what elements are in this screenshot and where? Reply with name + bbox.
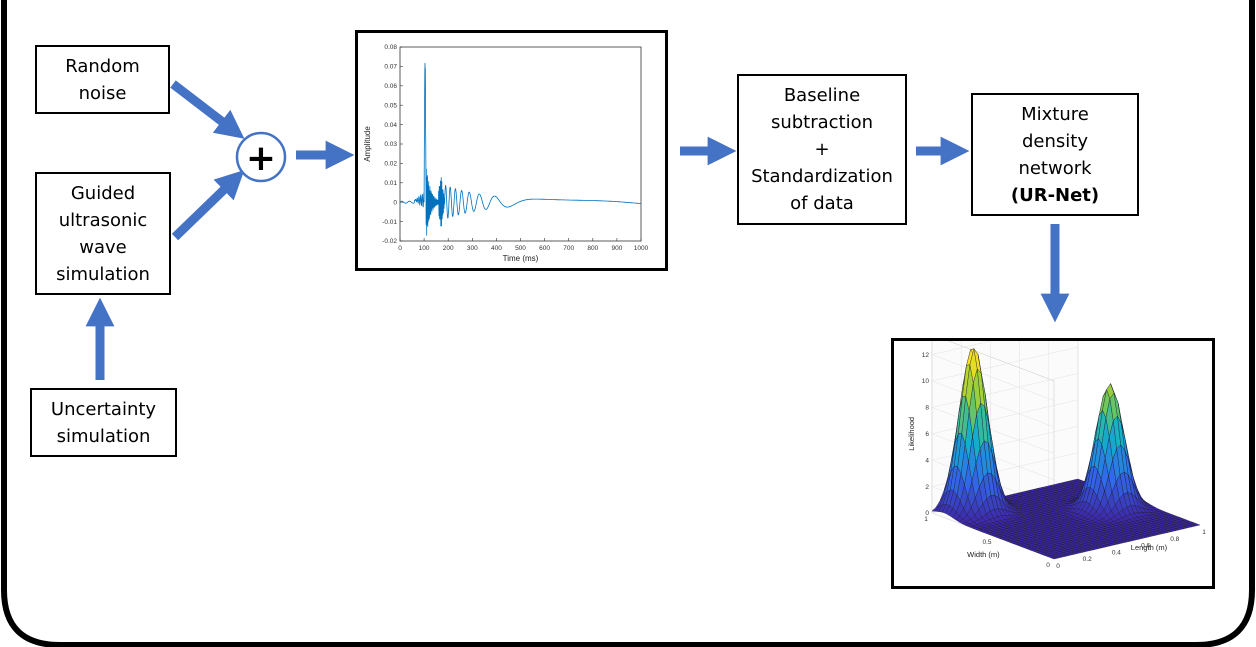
surface-xtick-label: 0 (1056, 563, 1060, 570)
signal-ytick-label: 0.03 (384, 141, 397, 148)
surface-grid-line (931, 399, 1079, 481)
surface-plot-frame: 0 0.2 0.4 0.6 0.8 1 0 0.5 1 0 2 4 6 8 10 12 Length (m) Wi… (891, 338, 1215, 589)
signal-xlabel: Time (ms) (503, 254, 539, 263)
signal-xtick-label: 600 (539, 245, 550, 252)
surface-mesh (931, 348, 1201, 560)
guided-wave-line-1: Guided (70, 182, 136, 204)
surface-ztick-label: 8 (925, 405, 929, 412)
arrow-wave-to-sum (171, 169, 245, 241)
signal-xtick-label: 300 (467, 245, 478, 252)
surface-grid-line (931, 341, 1055, 401)
surface-xtick-label: 0.4 (1112, 549, 1121, 556)
surface-ztick-label: 2 (925, 484, 929, 491)
preprocess-line-4: Standardization (751, 166, 893, 187)
signal-ytick-label: 0.06 (384, 83, 397, 90)
signal-ytick-label: -0.02 (382, 238, 397, 245)
surface-xtick-label: 0.2 (1083, 556, 1092, 563)
signal-xtick-label: 0 (398, 245, 402, 252)
arrow-noise-to-sum (170, 80, 245, 139)
guided-wave-box: Guided ultrasonic wave simulation (35, 172, 171, 295)
preprocess-line-2: subtraction (770, 112, 874, 133)
surface-xtick-label: 0.6 (1141, 543, 1150, 550)
uncertainty-box: Uncertainty simulation (30, 388, 177, 457)
surface-zlabel: Likelihood (907, 417, 916, 451)
sum-symbol: + (246, 138, 276, 179)
signal-xtick-label: 700 (563, 245, 574, 252)
surface-grid-line (931, 425, 1079, 507)
surface-ztick-label: 4 (925, 457, 929, 464)
preprocess-line-3: + (814, 139, 830, 160)
preprocess-line-1: Baseline (783, 85, 861, 106)
surface-grid-line (931, 373, 1079, 454)
surface-ytick-label: 0.5 (982, 539, 991, 546)
preprocess-line-5: of data (790, 193, 854, 214)
signal-xtick-label: 400 (491, 245, 502, 252)
signal-xtick-label: 500 (515, 245, 526, 252)
surface-ylabel: Width (m) (967, 550, 1000, 559)
signal-xtick-label: 100 (419, 245, 430, 252)
mdn-box: Mixture density network (UR-Net) (971, 93, 1139, 216)
surface-ztick-label: 0 (925, 510, 929, 517)
surface-xtick-label: 0.8 (1170, 536, 1179, 543)
signal-xtick-label: 900 (611, 245, 622, 252)
preprocess-box: Baseline subtraction + Standardization o… (737, 74, 907, 225)
signal-series-line (399, 62, 641, 236)
signal-xtick-label: 1000 (634, 245, 649, 252)
signal-axes-box (399, 46, 642, 242)
surface-xtick-label: 1 (1202, 529, 1206, 536)
signal-ytick-label: 0.01 (384, 180, 397, 187)
surface-ytick-label: 0 (1046, 562, 1050, 569)
random-noise-line-1: Random (65, 55, 140, 77)
sum-node: + (235, 131, 287, 183)
signal-ytick-label: 0 (393, 199, 397, 206)
uncertainty-line-1: Uncertainty (50, 398, 157, 420)
signal-ytick-label: 0.07 (384, 64, 397, 71)
surface-cell (1192, 523, 1201, 527)
signal-ytick-label: 0.04 (384, 122, 397, 129)
surface-ztick-label: 6 (925, 431, 929, 438)
signal-ytick-label: 0.05 (384, 102, 397, 109)
guided-wave-line-3: wave (79, 236, 127, 258)
signal-ylabel: Amplitude (363, 126, 372, 162)
signal-ytick-label: 0.02 (384, 161, 397, 168)
signal-xtick-label: 800 (587, 245, 598, 252)
signal-ytick-label: -0.01 (382, 219, 397, 226)
random-noise-box: Random noise (35, 45, 170, 114)
guided-wave-line-2: ultrasonic (58, 209, 148, 231)
mdn-line-1: Mixture (1021, 103, 1089, 125)
guided-wave-line-4: simulation (56, 263, 150, 285)
mdn-bold-line: (UR-Net) (1010, 184, 1100, 206)
signal-plot-frame: 0 100 200 300 400 500 600 700 800 900 1000 -0.02 -0.… (355, 30, 668, 271)
surface-xlabel: Length (m) (1131, 543, 1168, 552)
surface-grid-line (931, 346, 1079, 428)
mdn-line-3: network (1018, 157, 1092, 179)
signal-plot: 0 100 200 300 400 500 600 700 800 900 1000 -0.02 -0.… (363, 44, 649, 263)
uncertainty-line-2: simulation (56, 425, 151, 447)
random-noise-line-2: noise (78, 82, 127, 104)
signal-ytick-label: 0.08 (384, 44, 397, 51)
surface-ztick-label: 12 (922, 352, 930, 359)
surface-ytick-label: 1 (924, 516, 928, 523)
mdn-line-2: density (1022, 130, 1088, 152)
signal-xtick-label: 200 (443, 245, 454, 252)
surface-ztick-label: 10 (922, 378, 930, 385)
